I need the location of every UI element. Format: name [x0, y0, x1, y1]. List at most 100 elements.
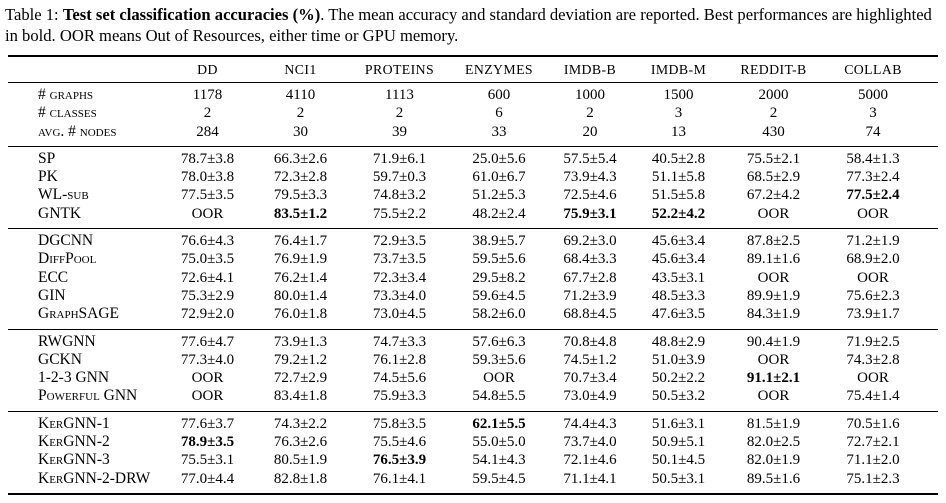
- result-cell: 47.6±3.5: [651, 306, 706, 323]
- result-cell: 3: [674, 105, 683, 122]
- result-cell: 74.4±4.3: [563, 415, 617, 432]
- result-cell: 55.0±5.0: [472, 434, 526, 451]
- result-cell: 59.5±5.6: [472, 251, 526, 268]
- result-cell: 74.5±5.6: [372, 370, 427, 387]
- result-cell: 57.6±6.3: [472, 333, 526, 350]
- result-cell: 4110: [285, 87, 316, 103]
- result-cell: OOR: [191, 370, 224, 387]
- result-cell: OOR: [483, 370, 515, 387]
- result-cell: 77.3±4.0: [180, 351, 235, 368]
- row-label: KerGNN-3: [38, 451, 110, 469]
- row-label: Powerful GNN: [38, 387, 138, 405]
- result-cell: 73.7±3.5: [372, 251, 427, 268]
- result-cell: 50.5±3.1: [651, 470, 706, 487]
- result-cell: 72.7±2.9: [273, 370, 328, 387]
- result-cell: 1500: [663, 87, 694, 103]
- result-cell: 58.2±6.0: [472, 306, 526, 323]
- result-cell: 29.5±8.2: [472, 269, 526, 286]
- row-label: KerGNN-2: [38, 433, 110, 451]
- caption-rest: . The mean accuracy and standard deviati…: [5, 5, 932, 45]
- result-cell: 72.6±4.1: [180, 269, 235, 286]
- column-header-dd: DD: [197, 61, 218, 77]
- column-header-nci1: NCI1: [284, 61, 317, 77]
- table-row: GIN 75.3±2.9 80.0±1.4 73.3±4.0 59.6±4.5 71.2±…: [8, 287, 938, 305]
- result-cell: 3: [869, 105, 877, 122]
- result-cell: 74.5±1.2: [563, 351, 617, 368]
- table-row: # graphs 1178 4110 1113 600 1000 1500 2000 5000: [8, 83, 938, 105]
- result-cell: 77.6±4.7: [180, 333, 235, 350]
- result-cell: 89.9±1.9: [746, 287, 801, 304]
- result-cell: 72.9±3.5: [372, 233, 427, 250]
- row-label: KerGNN-2-DRW: [38, 469, 151, 487]
- row-label: # classes: [38, 104, 97, 122]
- header-corner-empty: [8, 56, 162, 83]
- column-header-imdb-b: IMDB-B: [563, 61, 617, 77]
- table-row: KerGNN-2-DRW 77.0±4.4 82.8±1.8 76.1±4.1 59.5…: [8, 470, 938, 494]
- result-cell: 78.0±3.8: [180, 169, 235, 186]
- result-cell: 80.0±1.4: [273, 287, 328, 304]
- result-cell: 75.0±3.5: [180, 251, 235, 268]
- result-cell: 61.0±6.7: [472, 169, 526, 186]
- result-cell: 91.1±2.1: [746, 370, 801, 387]
- result-cell: 77.6±3.7: [180, 415, 235, 432]
- result-cell: 71.2±1.9: [846, 233, 900, 250]
- result-cell: 48.2±2.4: [472, 205, 526, 222]
- result-cell: 50.9±5.1: [651, 434, 706, 451]
- result-cell: OOR: [857, 205, 889, 222]
- result-cell: 82.0±1.9: [746, 452, 801, 469]
- result-cell: 89.1±1.6: [746, 251, 801, 268]
- result-cell: OOR: [757, 205, 790, 222]
- column-header-enzymes: ENZYMES: [465, 61, 533, 77]
- result-cell: 71.2±3.9: [563, 287, 617, 304]
- table-row: DiffPool 75.0±3.5 76.9±1.9 73.7±3.5 59.5±5.6…: [8, 250, 938, 268]
- table-row: DGCNN 76.6±4.3 76.4±1.7 72.9±3.5 38.9±5.7 69.…: [8, 229, 938, 251]
- result-cell: 75.4±1.4: [846, 388, 900, 405]
- header-row: DD NCI1 PROTEINS ENZYMES IMDB-B IMDB-M REDDIT-…: [8, 56, 938, 83]
- result-cell: 69.2±3.0: [563, 233, 617, 250]
- result-cell: 81.5±1.9: [746, 415, 801, 432]
- table-row: RWGNN 77.6±4.7 73.9±1.3 74.7±3.3 57.6±6.3 70.…: [8, 329, 938, 351]
- result-cell: 78.9±3.5: [180, 434, 235, 451]
- row-label: GCKN: [38, 350, 82, 368]
- result-cell: 13: [671, 123, 686, 140]
- row-label: avg. # nodes: [38, 122, 117, 140]
- result-cell: OOR: [757, 351, 790, 368]
- result-cell: 75.3±2.9: [180, 287, 235, 304]
- table-row: GNTK OOR 83.5±1.2 75.5±2.2 48.2±2.4 75.9±3.1 5…: [8, 205, 938, 229]
- result-cell: 73.7±4.0: [563, 434, 617, 451]
- section-dataset-stats: # graphs 1178 4110 1113 600 1000 1500 2000 5000 #…: [8, 82, 938, 147]
- result-cell: 68.9±2.0: [846, 251, 900, 268]
- result-cell: 90.4±1.9: [746, 333, 801, 350]
- result-cell: 48.8±2.9: [651, 333, 706, 350]
- result-cell: 83.5±1.2: [273, 205, 328, 222]
- result-cell: 73.9±1.7: [846, 306, 900, 323]
- caption-prefix: Table 1:: [5, 5, 63, 24]
- result-cell: 76.1±2.8: [372, 351, 427, 368]
- result-cell: 82.0±2.5: [746, 434, 801, 451]
- result-cell: 79.2±1.2: [273, 351, 328, 368]
- result-cell: 50.5±3.2: [651, 388, 706, 405]
- result-cell: 80.5±1.9: [273, 452, 328, 469]
- result-cell: 72.5±4.6: [563, 187, 617, 204]
- result-cell: 48.5±3.3: [651, 287, 706, 304]
- section-advanced-gnns: RWGNN 77.6±4.7 73.9±1.3 74.7±3.3 57.6±6.3 70.…: [8, 329, 938, 411]
- result-cell: 59.7±0.3: [372, 169, 427, 186]
- result-cell: 59.5±4.5: [472, 470, 526, 487]
- table-row: # classes 2 2 2 6 2 3 2 3: [8, 104, 938, 122]
- result-cell: 75.5±3.1: [180, 452, 235, 469]
- result-cell: 84.3±1.9: [746, 306, 801, 323]
- result-cell: 20: [582, 123, 598, 140]
- result-cell: 76.1±4.1: [372, 470, 427, 487]
- table-row: WL-sub 77.5±3.5 79.5±3.3 74.8±3.2 51.2±5.3 72…: [8, 186, 938, 204]
- table-row: avg. # nodes 284 30 39 33 20 13 430 74: [8, 123, 938, 147]
- result-cell: 45.6±3.4: [651, 251, 706, 268]
- section-kergnn-variants: KerGNN-1 77.6±3.7 74.3±2.2 75.8±3.5 62.1±5.5…: [8, 411, 938, 494]
- result-cell: 59.6±4.5: [472, 287, 526, 304]
- row-label: WL-sub: [38, 186, 89, 204]
- table-row: Powerful GNN OOR 83.4±1.8 75.9±3.3 54.8±5.5 7…: [8, 387, 938, 411]
- result-cell: 70.8±4.8: [563, 333, 617, 350]
- result-cell: OOR: [191, 205, 224, 222]
- result-cell: 2000: [758, 87, 789, 103]
- section-gnn-baselines: DGCNN 76.6±4.3 76.4±1.7 72.9±3.5 38.9±5.7 69.…: [8, 228, 938, 329]
- result-cell: 58.4±1.3: [846, 150, 900, 167]
